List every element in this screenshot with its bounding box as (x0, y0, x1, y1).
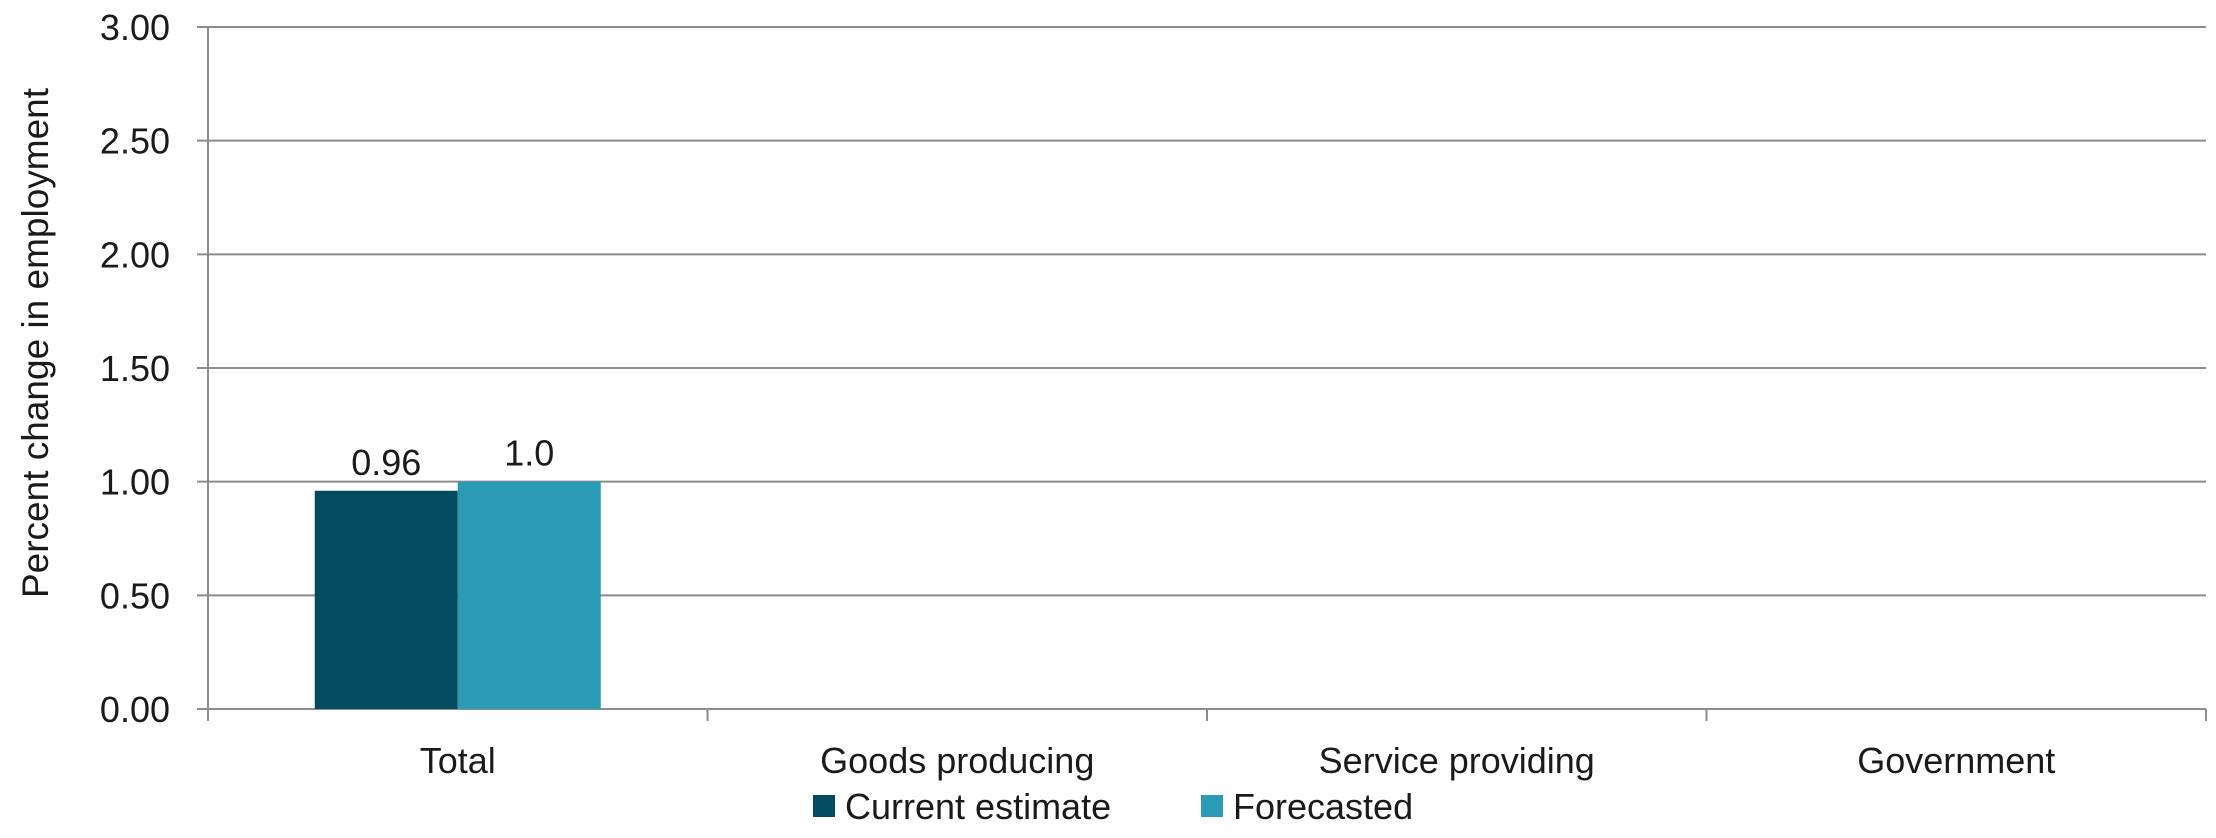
data-label: 0.96 (351, 442, 421, 483)
bar (314, 490, 458, 709)
bars (314, 481, 601, 709)
y-tick-label: 0.50 (100, 575, 170, 616)
y-tick-label: 3.00 (100, 7, 170, 48)
x-tick-label: Total (420, 740, 496, 781)
y-tick-label: 0.00 (100, 689, 170, 730)
x-tick-label: Goods producing (820, 740, 1094, 781)
legend: Current estimate Forecasted (813, 786, 1413, 827)
legend-swatch (813, 795, 835, 817)
legend-label: Current estimate (845, 786, 1111, 827)
y-tick-label: 2.50 (100, 121, 170, 162)
axes (207, 27, 2207, 721)
y-axis-title: Percent change in employment (15, 87, 56, 598)
legend-label: Forecasted (1233, 786, 1413, 827)
legend-swatch (1201, 795, 1223, 817)
bar (457, 481, 601, 709)
x-tick-label: Service providing (1319, 740, 1595, 781)
y-tick-label: 1.00 (100, 462, 170, 503)
y-tick-label: 1.50 (100, 348, 170, 389)
labels: 0.00 0.50 1.00 1.50 2.00 2.50 3.00 Total Goods p… (100, 7, 2055, 781)
y-tick-label: 2.00 (100, 234, 170, 275)
data-label: 1.0 (504, 433, 554, 474)
x-tick-label: Government (1857, 740, 2055, 781)
